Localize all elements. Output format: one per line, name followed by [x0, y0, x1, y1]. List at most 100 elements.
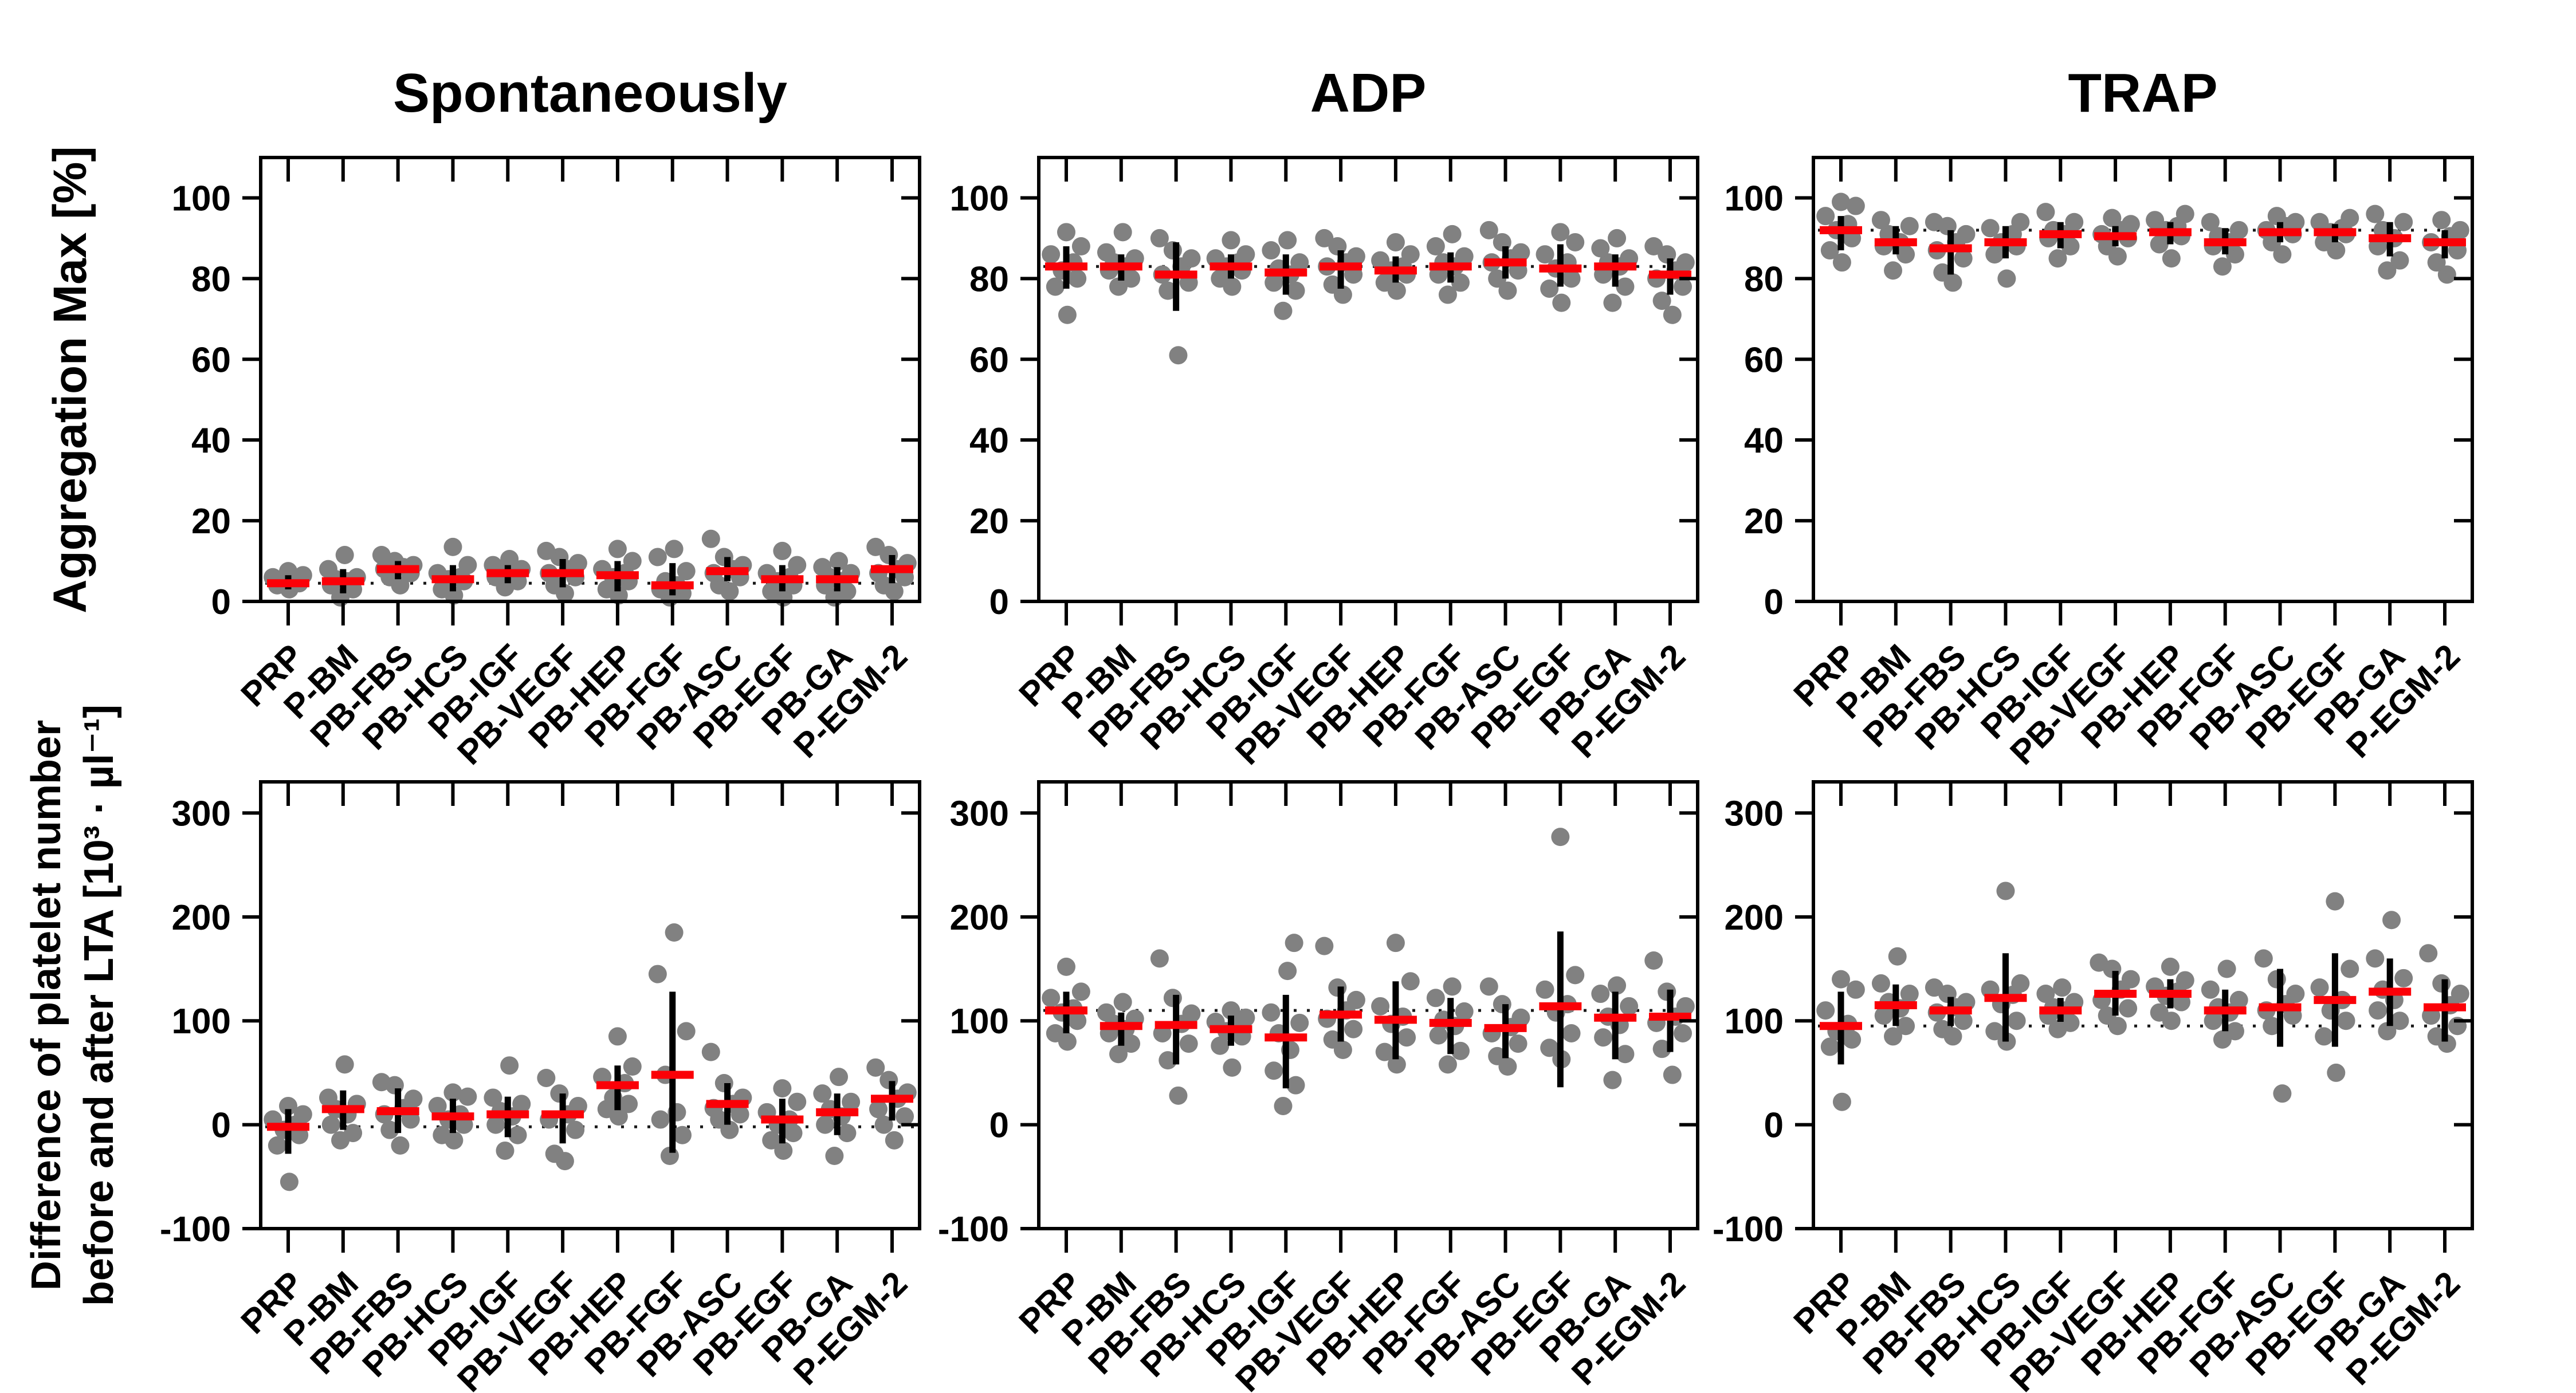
y-tick-label: 0 [1764, 583, 1784, 622]
data-point [1674, 1024, 1693, 1042]
data-point [1884, 1027, 1903, 1046]
data-point [1925, 213, 1943, 231]
y-tick-label: 40 [969, 421, 1009, 461]
data-point [321, 1115, 340, 1134]
data-point [1042, 245, 1061, 264]
y-tick-label: 200 [172, 898, 231, 938]
data-point [500, 1056, 519, 1075]
y-tick-label: 100 [1725, 179, 1784, 218]
data-point [1278, 231, 1297, 250]
data-point [1652, 292, 1671, 310]
data-point [1182, 249, 1201, 268]
data-point [2263, 1017, 2282, 1036]
data-point [2394, 213, 2413, 231]
data-point [2090, 953, 2108, 972]
data-point [2103, 208, 2122, 227]
data-point [2201, 980, 2220, 999]
data-point [1663, 305, 1682, 324]
y-tick-label: 20 [1744, 502, 1784, 541]
data-point [1290, 1013, 1309, 1032]
data-point [1375, 1042, 1394, 1061]
data-point [677, 562, 696, 581]
data-point [1122, 1034, 1141, 1053]
data-point [1562, 1024, 1581, 1042]
data-point [1097, 243, 1116, 262]
data-point [1566, 233, 1585, 251]
data-point [1057, 957, 1075, 976]
data-point [1954, 249, 1973, 268]
data-point [1896, 1017, 1915, 1036]
data-point [651, 1110, 670, 1129]
data-point [1046, 1024, 1065, 1042]
data-point [1179, 1034, 1198, 1053]
data-point [1846, 196, 1865, 215]
panel-spontaneously-aggregation: 020406080100PRPP-BMPB-FBSPB-HCSPB-IGFPB-… [172, 156, 921, 772]
data-point [813, 558, 832, 577]
data-point [665, 923, 684, 942]
data-point [2427, 253, 2446, 272]
data-point [1223, 1058, 1242, 1077]
data-point [1058, 305, 1077, 324]
data-point [2451, 221, 2469, 239]
data-point [1925, 978, 1943, 997]
data-point [1536, 980, 1554, 999]
data-point [2427, 1027, 2446, 1046]
data-point [825, 1147, 844, 1166]
plot-frame [1812, 780, 2474, 1230]
data-point [2341, 959, 2359, 978]
data-point [1608, 229, 1627, 247]
data-point [391, 1136, 410, 1155]
data-point [1479, 221, 1498, 239]
data-point [1871, 211, 1890, 230]
data-point [1371, 997, 1390, 1016]
data-point [280, 1172, 299, 1191]
data-point [1674, 277, 1693, 296]
data-point [830, 1068, 849, 1087]
data-point [2286, 213, 2305, 231]
y-tick-label: 300 [950, 794, 1009, 833]
plot-frame [1812, 156, 2474, 603]
data-point [545, 1144, 564, 1163]
data-point [1262, 1003, 1281, 1022]
data-point [508, 1126, 527, 1144]
y-tick-label: -100 [938, 1210, 1009, 1249]
data-point [443, 1083, 462, 1102]
data-point [773, 1079, 792, 1098]
data-point [2036, 203, 2055, 222]
data-point [1933, 1020, 1952, 1038]
data-point [813, 1084, 832, 1103]
data-point [2007, 1012, 2026, 1030]
data-point [1820, 1037, 1839, 1056]
data-point [1511, 243, 1530, 262]
data-point [1644, 237, 1663, 255]
data-point [380, 1120, 399, 1139]
data-point [830, 552, 849, 570]
data-point [1488, 269, 1507, 288]
data-point [2213, 257, 2232, 276]
data-point [1479, 977, 1498, 996]
data-point [568, 554, 587, 573]
data-point [1816, 1001, 1835, 1020]
data-point [335, 545, 354, 564]
data-point [1455, 247, 1474, 266]
data-point [1562, 269, 1581, 288]
data-point [842, 1092, 861, 1111]
data-point [1884, 261, 1903, 280]
data-point [1278, 962, 1297, 981]
data-point [2378, 1022, 2397, 1041]
data-point [648, 965, 667, 983]
panels-group: 020406080100PRPP-BMPB-FBSPB-HCSPB-IGFPB-… [160, 156, 2474, 1393]
data-point [1274, 1096, 1293, 1115]
data-point [2119, 999, 2138, 1018]
y-tick-label: 80 [191, 259, 231, 299]
data-point [1346, 990, 1365, 1009]
data-point [512, 1095, 531, 1113]
y-tick-label: 0 [1764, 1106, 1784, 1146]
data-point [1046, 277, 1065, 296]
data-point [1498, 281, 1517, 300]
data-point [1552, 293, 1571, 312]
data-point [1169, 1086, 1188, 1105]
data-point [1603, 293, 1622, 312]
data-point [2225, 1022, 2244, 1041]
data-point [2432, 211, 2451, 230]
